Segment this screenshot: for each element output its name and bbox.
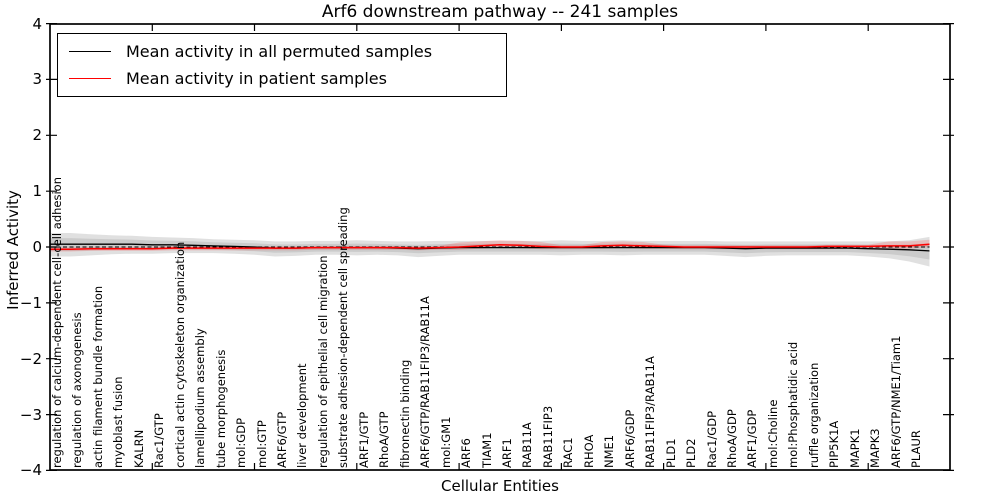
x-tick-label: MAPK3 <box>868 428 883 468</box>
x-tick-label: ruffle organization <box>806 362 821 468</box>
x-tick-label: ARF1 <box>500 438 514 468</box>
y-tick-label: −1 <box>19 293 42 312</box>
x-axis-label: Cellular Entities <box>441 477 559 495</box>
x-tick-label: RAC1 <box>561 437 576 468</box>
x-tick-label: actin filament bundle formation <box>90 285 105 468</box>
x-tick-label: mol:GDP <box>234 417 248 468</box>
patient-line-swatch <box>69 78 111 79</box>
legend: Mean activity in all permuted samples Me… <box>57 33 507 97</box>
x-tick-label: RhoA/GTP <box>377 411 392 468</box>
x-tick-label: cortical actin cytoskeleton organization <box>172 241 187 468</box>
x-tick-label: regulation of epithelial cell migration <box>315 255 330 468</box>
y-tick-label: 0 <box>32 238 42 256</box>
y-tick-label: 4 <box>32 14 42 33</box>
x-tick-label: MAPK1 <box>847 428 862 468</box>
legend-item-permuted: Mean activity in all permuted samples <box>69 42 506 62</box>
y-tick-label: 1 <box>32 182 42 201</box>
permuted-line-swatch <box>69 51 111 52</box>
x-tick-label: regulation of axonogenesis <box>70 312 85 468</box>
x-tick-label: ARF6/GTP/NME1/Tiam1 <box>888 335 903 468</box>
x-tick-label: PLAUR <box>909 430 923 468</box>
legend-label-permuted: Mean activity in all permuted samples <box>126 42 433 61</box>
x-tick-label: RHOA <box>581 434 596 468</box>
x-tick-label: ARF6 <box>459 438 473 468</box>
x-tick-label: Rac1/GTP <box>152 413 167 468</box>
x-tick-label: PIP5K1A <box>827 420 842 468</box>
x-tick-label: RhoA/GDP <box>725 409 739 468</box>
x-tick-label: mol:Phosphatidic acid <box>786 341 801 468</box>
x-tick-label: ARF1/GDP <box>745 409 760 468</box>
y-tick-label: −4 <box>19 461 42 480</box>
y-tick-label: 2 <box>32 126 42 145</box>
legend-label-patient: Mean activity in patient samples <box>126 69 387 88</box>
x-tick-label: ARF6/GDP <box>622 409 637 468</box>
x-tick-label: TIAM1 <box>479 432 494 468</box>
x-tick-label: KALRN <box>131 429 146 468</box>
chart-title: Arf6 downstream pathway -- 241 samples <box>321 2 679 22</box>
x-tick-label: lamellipodium assembly <box>193 328 208 468</box>
x-tick-label: PLD2 <box>684 438 698 468</box>
y-tick-label: −2 <box>19 349 42 368</box>
x-tick-label: mol:Choline <box>765 399 780 468</box>
x-tick-label: substrate adhesion-dependent cell spread… <box>336 207 351 468</box>
x-tick-label: NME1 <box>602 434 617 468</box>
x-tick-label: PLD1 <box>663 438 678 468</box>
x-tick-label: regulation of calcium-dependent cell-cel… <box>50 177 64 468</box>
y-tick-label: 3 <box>32 70 42 89</box>
x-tick-label: tube morphogenesis <box>213 349 228 468</box>
x-tick-label: RAB11A <box>520 422 535 468</box>
x-tick-label: Rac1/GDP <box>704 410 719 468</box>
x-tick-label: fibronectin binding <box>397 359 412 468</box>
x-tick-label: liver development <box>295 363 310 468</box>
x-tick-label: ARF6/GTP <box>275 411 289 468</box>
x-tick-label: ARF6/GTP/RAB11FIP3/RAB11A <box>418 296 433 468</box>
x-tick-label: ARF1/GTP <box>356 411 371 468</box>
legend-item-patient: Mean activity in patient samples <box>69 69 506 89</box>
x-tick-label: RAB11FIP3 <box>540 405 555 468</box>
x-tick-label: RAB11FIP3/RAB11A <box>643 356 658 468</box>
y-tick-label: −3 <box>19 405 42 424</box>
x-tick-label: mol:GTP <box>254 420 269 468</box>
x-tick-label: mol:GM1 <box>438 416 453 468</box>
x-tick-label: myoblast fusion <box>111 376 126 468</box>
